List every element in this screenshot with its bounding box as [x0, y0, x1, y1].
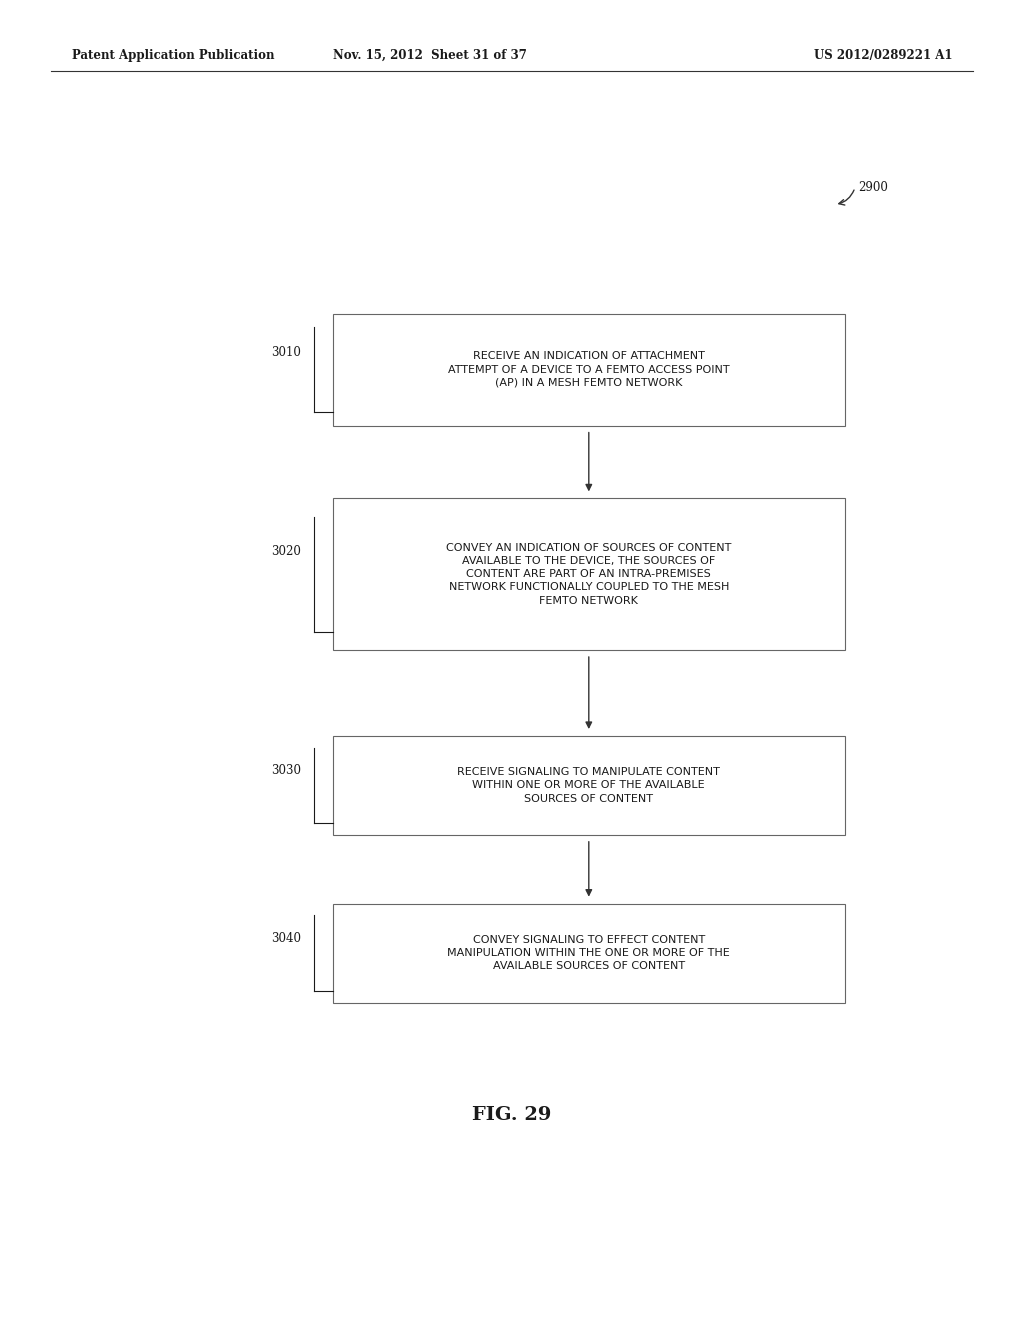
Text: RECEIVE AN INDICATION OF ATTACHMENT
ATTEMPT OF A DEVICE TO A FEMTO ACCESS POINT
: RECEIVE AN INDICATION OF ATTACHMENT ATTE…	[447, 351, 730, 388]
Text: Nov. 15, 2012  Sheet 31 of 37: Nov. 15, 2012 Sheet 31 of 37	[333, 49, 527, 62]
Text: RECEIVE SIGNALING TO MANIPULATE CONTENT
WITHIN ONE OR MORE OF THE AVAILABLE
SOUR: RECEIVE SIGNALING TO MANIPULATE CONTENT …	[458, 767, 720, 804]
Text: 3010: 3010	[271, 346, 301, 359]
Text: CONVEY SIGNALING TO EFFECT CONTENT
MANIPULATION WITHIN THE ONE OR MORE OF THE
AV: CONVEY SIGNALING TO EFFECT CONTENT MANIP…	[447, 935, 730, 972]
Text: US 2012/0289221 A1: US 2012/0289221 A1	[814, 49, 952, 62]
Text: 3020: 3020	[271, 545, 301, 558]
Text: 3030: 3030	[271, 764, 301, 777]
Bar	[333, 314, 845, 425]
Text: 2900: 2900	[858, 181, 888, 194]
Text: CONVEY AN INDICATION OF SOURCES OF CONTENT
AVAILABLE TO THE DEVICE, THE SOURCES : CONVEY AN INDICATION OF SOURCES OF CONTE…	[446, 543, 731, 606]
Bar	[333, 499, 845, 651]
Text: FIG. 29: FIG. 29	[472, 1106, 552, 1125]
Text: Patent Application Publication: Patent Application Publication	[72, 49, 274, 62]
Bar	[333, 903, 845, 1003]
Bar	[333, 735, 845, 834]
Text: 3040: 3040	[271, 932, 301, 945]
